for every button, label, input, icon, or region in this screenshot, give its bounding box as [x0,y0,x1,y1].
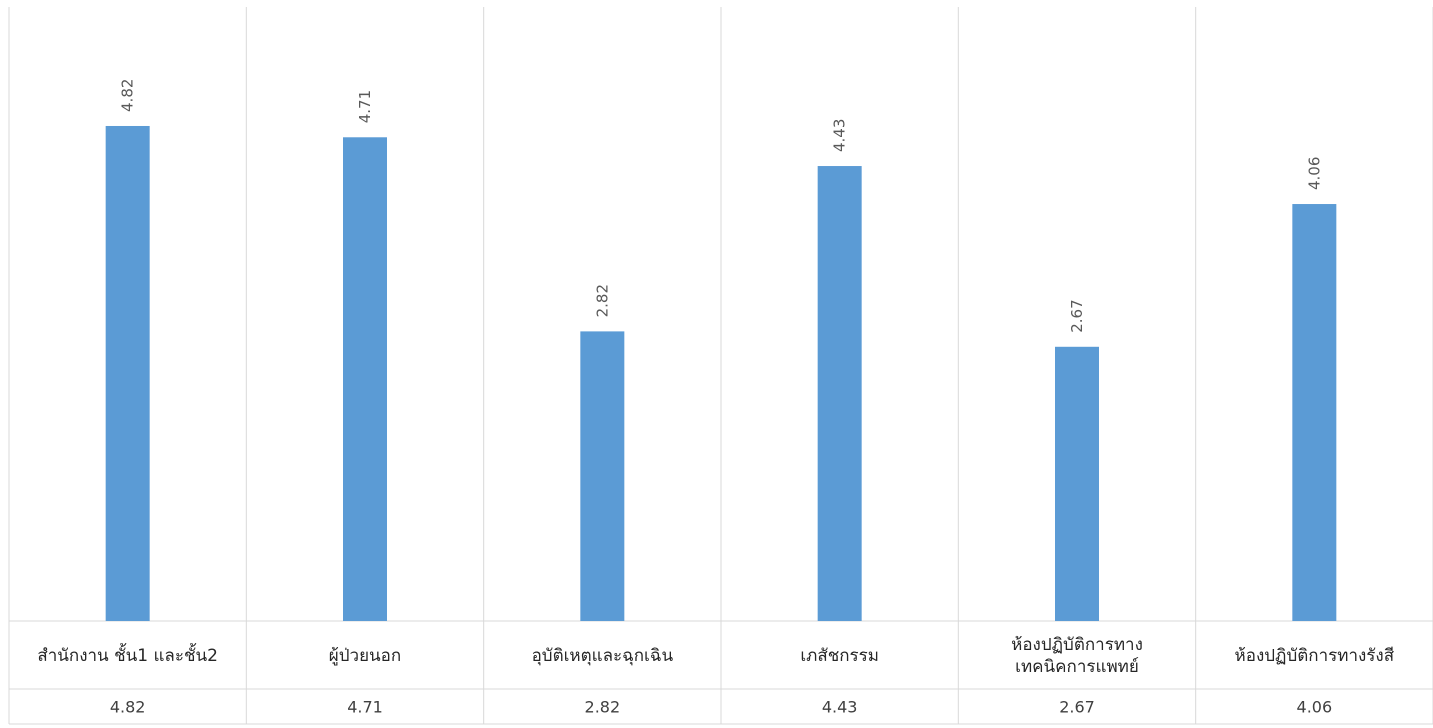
category-label: อุบัติเหตุและฉุกเฉิน [532,646,674,666]
table-value: 4.82 [110,698,146,717]
table-value: 2.67 [1059,698,1095,717]
bar [580,331,625,621]
data-label: 4.82 [119,79,137,112]
category-label: ห้องปฏิบัติการทาง [1011,635,1143,655]
bar [1055,346,1099,621]
category-label: เทคนิคการแพทย์ [1015,657,1139,677]
category-label: ห้องปฏิบัติการทางรังสี [1235,646,1395,666]
data-label: 4.71 [356,90,374,123]
bar [105,125,150,622]
table-value: 4.06 [1297,698,1333,717]
bar [1292,204,1337,621]
table-value: 4.71 [347,698,383,717]
bar [343,137,387,621]
category-label: ผู้ป่วยนอก [329,646,401,666]
data-label: 2.67 [1068,299,1086,332]
data-label: 4.43 [831,119,849,152]
table-value: 4.43 [822,698,858,717]
category-label: สำนักงาน ชั้น1 และชั้น2 [37,643,218,666]
bar [817,166,862,621]
data-label: 4.06 [1305,157,1323,190]
category-label: เภสัชกรรม [800,646,879,666]
data-label: 2.82 [593,284,611,317]
table-value: 2.82 [585,698,621,717]
